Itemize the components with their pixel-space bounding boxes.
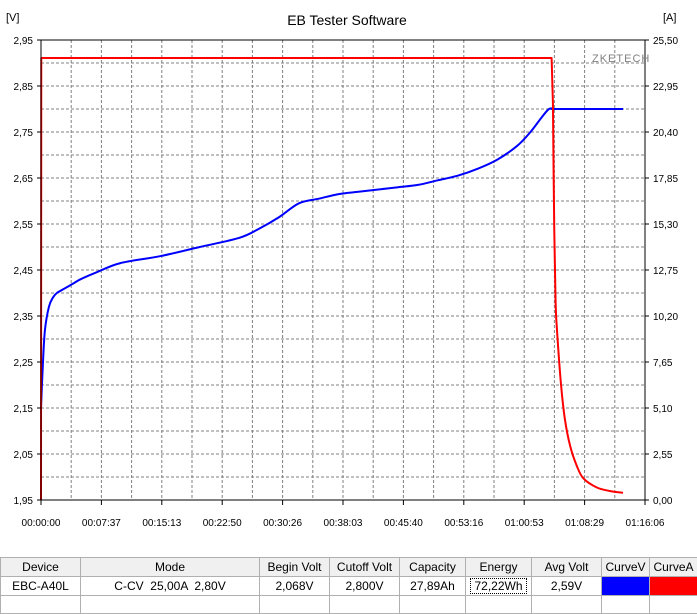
cell-begin-volt[interactable]: 2,068V xyxy=(259,576,330,596)
x-tick-label: 00:53:16 xyxy=(444,518,483,529)
y-left-tick-label: 2,25 xyxy=(14,358,34,369)
x-tick-label: 00:30:26 xyxy=(263,518,302,529)
y-left-tick-label: 2,55 xyxy=(14,220,34,231)
y-left-tick-label: 2,45 xyxy=(14,266,34,277)
header-energy[interactable]: Energy xyxy=(465,557,532,577)
y-left-tick-label: 2,75 xyxy=(14,128,34,139)
chart-grid xyxy=(41,40,645,500)
header-curve-a[interactable]: CurveA xyxy=(649,557,697,577)
current-series-line xyxy=(40,57,624,501)
y-left-tick-label: 2,95 xyxy=(14,36,34,47)
header-begin-volt[interactable]: Begin Volt xyxy=(259,557,330,577)
chart-area: 00:00:00 00:07:37 00:15:13 00:22:50 00:30:26… xyxy=(6,12,679,529)
y-left-tick-label: 2,65 xyxy=(14,174,34,185)
x-tick-label: 01:08:29 xyxy=(565,518,604,529)
curve-a-color-swatch[interactable] xyxy=(649,576,697,596)
x-tick-label: 01:16:06 xyxy=(626,518,665,529)
y-right-tick-label: 7,65 xyxy=(653,358,673,369)
x-tick-label: 00:22:50 xyxy=(203,518,242,529)
chart-series xyxy=(40,57,624,501)
cell-avg-volt[interactable]: 2,59V xyxy=(531,576,602,596)
header-cutoff-volt[interactable]: Cutoff Volt xyxy=(329,557,400,577)
y-left-tick-label: 2,85 xyxy=(14,82,34,93)
y-right-axis-unit: [A] xyxy=(663,12,676,24)
y-left-tick-label: 2,05 xyxy=(14,450,34,461)
cell-energy[interactable]: 72,22Wh xyxy=(465,576,532,596)
cell-energy-value: 72,22Wh xyxy=(470,578,527,594)
header-mode[interactable]: Mode xyxy=(80,557,260,577)
y-left-tick-label: 1,95 xyxy=(14,496,34,507)
y-right-tick-label: 25,50 xyxy=(653,36,678,47)
chart-title: EB Tester Software xyxy=(287,12,407,28)
x-tick-label: 00:07:37 xyxy=(82,518,121,529)
empty-cell xyxy=(601,595,650,614)
empty-cell xyxy=(531,595,602,614)
y-left-axis-unit: [V] xyxy=(6,12,19,24)
empty-cell xyxy=(329,595,400,614)
cell-capacity[interactable]: 27,89Ah xyxy=(399,576,466,596)
y-right-tick-label: 10,20 xyxy=(653,312,678,323)
empty-cell xyxy=(80,595,260,614)
watermark-label: ZKETECH xyxy=(592,53,650,65)
header-curve-v[interactable]: CurveV xyxy=(601,557,650,577)
x-tick-label: 00:00:00 xyxy=(22,518,61,529)
empty-cell xyxy=(399,595,466,614)
table-row-empty xyxy=(0,595,697,614)
cell-device[interactable]: EBC-A40L xyxy=(0,576,81,596)
chart-ticks: 00:00:00 00:07:37 00:15:13 00:22:50 00:30:26… xyxy=(14,36,679,529)
y-right-tick-label: 22,95 xyxy=(653,82,678,93)
empty-cell xyxy=(0,595,81,614)
table-row[interactable]: EBC-A40L C-CV 25,00A 2,80V 2,068V 2,800V… xyxy=(0,576,697,596)
empty-cell xyxy=(465,595,532,614)
header-capacity[interactable]: Capacity xyxy=(399,557,466,577)
x-tick-label: 00:38:03 xyxy=(324,518,363,529)
y-right-tick-label: 2,55 xyxy=(653,450,673,461)
x-tick-label: 01:00:53 xyxy=(505,518,544,529)
y-right-tick-label: 12,75 xyxy=(653,266,678,277)
y-left-tick-label: 2,15 xyxy=(14,404,34,415)
x-tick-label: 00:15:13 xyxy=(142,518,181,529)
y-right-tick-label: 15,30 xyxy=(653,220,678,231)
curve-v-color-swatch[interactable] xyxy=(601,576,650,596)
empty-cell xyxy=(259,595,330,614)
x-tick-label: 00:45:40 xyxy=(384,518,423,529)
y-right-tick-label: 5,10 xyxy=(653,404,673,415)
empty-cell xyxy=(649,595,697,614)
info-table: Device Mode Begin Volt Cutoff Volt Capac… xyxy=(0,557,697,614)
voltage-series-line xyxy=(40,107,624,409)
y-right-tick-label: 17,85 xyxy=(653,174,678,185)
y-right-tick-label: 20,40 xyxy=(653,128,678,139)
y-right-tick-label: 0,00 xyxy=(653,496,673,507)
cell-cutoff-volt[interactable]: 2,800V xyxy=(329,576,400,596)
cell-mode[interactable]: C-CV 25,00A 2,80V xyxy=(80,576,260,596)
header-device[interactable]: Device xyxy=(0,557,81,577)
header-avg-volt[interactable]: Avg Volt xyxy=(531,557,602,577)
info-table-header-row: Device Mode Begin Volt Cutoff Volt Capac… xyxy=(0,557,697,577)
y-left-tick-label: 2,35 xyxy=(14,312,34,323)
